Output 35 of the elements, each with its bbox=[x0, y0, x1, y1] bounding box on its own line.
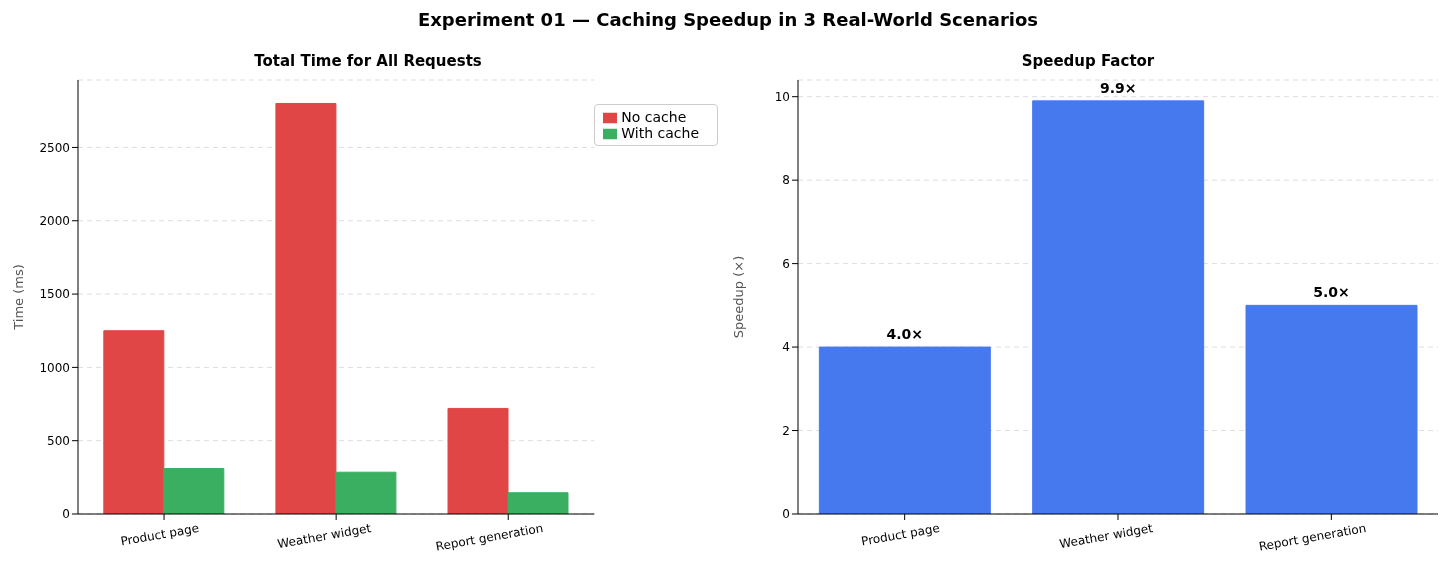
bar bbox=[335, 471, 397, 514]
y-tick-label: 10 bbox=[774, 89, 790, 104]
y-tick-label: 1500 bbox=[39, 287, 70, 302]
y-tick-label: 1000 bbox=[39, 360, 70, 375]
x-tick-label: Product page bbox=[860, 521, 941, 549]
chart-title: Speedup Factor bbox=[1020, 52, 1156, 72]
y-tick-label: 500 bbox=[47, 433, 70, 448]
bar bbox=[1032, 100, 1205, 514]
x-tick-label: Weather widget bbox=[276, 520, 373, 552]
y-tick-label: 2 bbox=[782, 423, 790, 438]
bar bbox=[103, 330, 165, 514]
y-axis-title: Time (ms) bbox=[10, 264, 26, 331]
y-tick-label: 8 bbox=[782, 173, 790, 188]
bar bbox=[275, 102, 337, 514]
x-tick-label: Product page bbox=[119, 521, 201, 549]
y-tick-label: 0 bbox=[782, 507, 790, 522]
y-axis-title: Speedup (×) bbox=[730, 255, 746, 339]
y-tick-label: 2000 bbox=[39, 214, 70, 229]
data-label: 5.0× bbox=[1313, 284, 1350, 301]
y-tick-label: 6 bbox=[782, 256, 790, 271]
y-tick-label: 4 bbox=[782, 340, 790, 355]
chart-title: Total Time for All Requests bbox=[253, 52, 483, 72]
bar bbox=[163, 468, 225, 514]
data-label: 4.0× bbox=[886, 326, 924, 343]
bar bbox=[1245, 304, 1418, 514]
text: Experiment 01 — Caching Speedup in 3 Real-World Scenarios bbox=[416, 8, 1040, 32]
y-tick-label: 2500 bbox=[39, 140, 70, 155]
y-tick-label: 0 bbox=[62, 507, 70, 522]
x-tick-label: Weather widget bbox=[1058, 520, 1155, 552]
legend-label: No cache bbox=[621, 109, 687, 125]
bar bbox=[507, 492, 569, 514]
data-label: 9.9× bbox=[1099, 79, 1137, 96]
bar bbox=[447, 407, 509, 514]
bar bbox=[818, 346, 991, 514]
legend-label: With cache bbox=[621, 125, 699, 141]
